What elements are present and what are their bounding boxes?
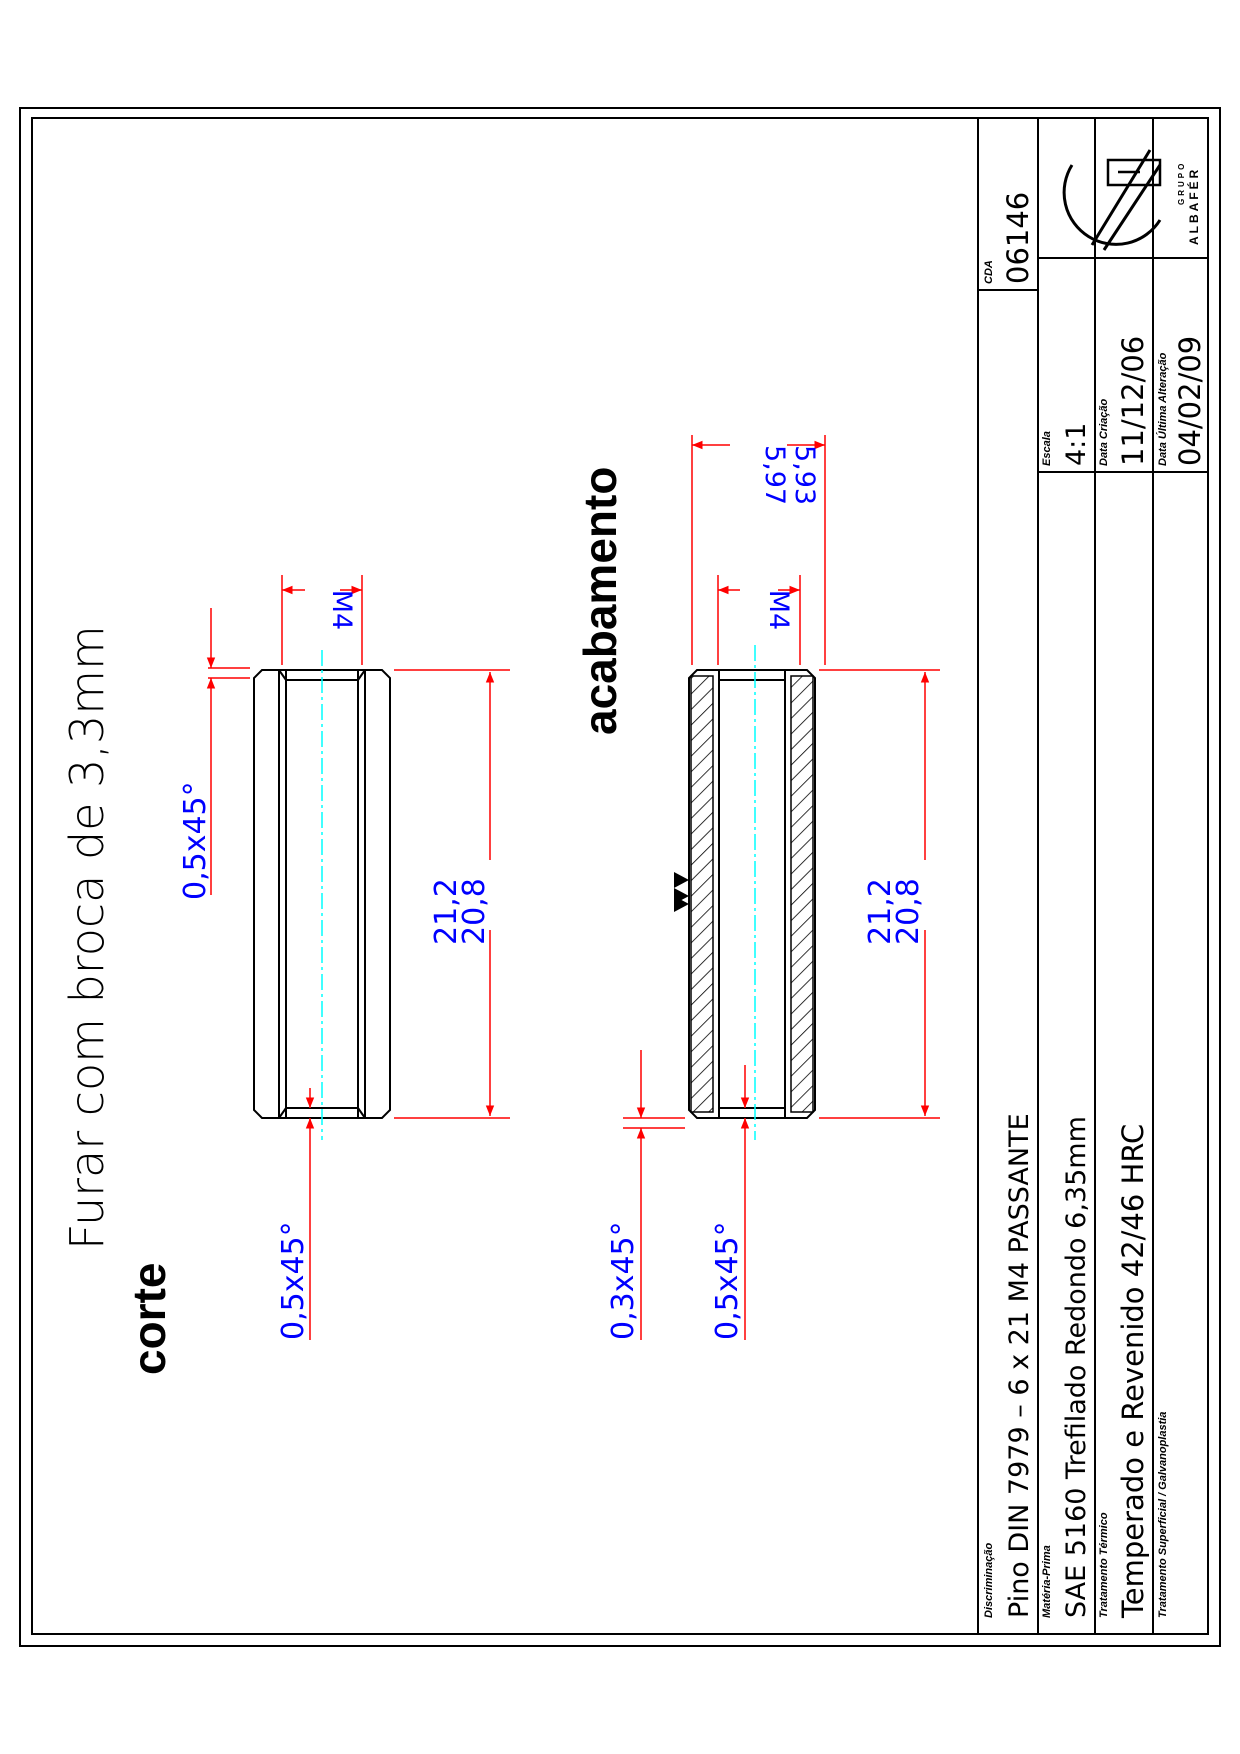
created-label: Data Criação <box>1098 398 1110 466</box>
changed-label: Data Última Alteração <box>1156 352 1169 466</box>
logo-text: ALBAFÉR <box>1186 167 1201 245</box>
sheet-outer-border <box>19 107 1221 1647</box>
finish-diameter-upper-label: 5,97 <box>759 445 790 505</box>
cut-chamfer-bottom-label: 0,5x45° <box>276 1221 311 1340</box>
cut-chamfer-top-label: 0,5x45° <box>178 781 213 900</box>
cut-length-upper-label: 21,2 <box>429 878 464 945</box>
material-label: Matéria-Prima <box>1041 1545 1053 1618</box>
finish-length-upper-label: 21,2 <box>863 878 898 945</box>
drilling-note: Furar com broca de 3,3mm <box>60 625 114 1250</box>
surface-label: Tratamento Superficial / Galvanoplastia <box>1157 1412 1169 1618</box>
finish-view-title: acabamento <box>574 467 626 735</box>
description-text: Pino DIN 7979 – 6 x 21 M4 PASSANTE <box>1004 1113 1035 1618</box>
cut-view-title: corte <box>123 1263 175 1375</box>
finish-view-dimensions <box>623 435 940 1340</box>
cut-view-part <box>253 669 391 1119</box>
changed-value: 04/02/09 <box>1173 336 1207 466</box>
created-value: 11/12/06 <box>1116 336 1150 466</box>
sheet-inner-border <box>31 117 1209 1635</box>
finish-thread-label: M4 <box>763 590 794 630</box>
finish-chamfer-inner-label: 0,5x45° <box>710 1221 745 1340</box>
scale-value: 4:1 <box>1061 423 1092 466</box>
cut-length-lower-label: 20,8 <box>457 878 492 945</box>
finish-view-part <box>688 669 816 1119</box>
finish-chamfer-outer-label: 0,3x45° <box>606 1221 641 1340</box>
title-block: Discriminação Pino DIN 7979 – 6 x 21 M4 … <box>977 118 1208 1634</box>
finish-diameter-lower-label: 5,93 <box>789 445 820 505</box>
surface-finish-symbol <box>674 872 689 912</box>
finish-wall-hatch-right <box>790 675 814 1113</box>
code-value: 06146 <box>1001 192 1035 284</box>
heat-text: Temperado e Revenido 42/46 HRC <box>1116 1124 1150 1619</box>
cut-view-dimensions <box>206 575 510 1340</box>
heat-label: Tratamento Térmico <box>1098 1512 1110 1618</box>
cut-thread-label: M4 <box>326 590 357 630</box>
logo-subtext: GRUPO <box>1177 161 1186 205</box>
code-label: CDA <box>983 260 995 284</box>
finish-length-lower-label: 20,8 <box>891 878 926 945</box>
description-label: Discriminação <box>983 1543 995 1618</box>
company-logo: GRUPO ALBAFÉR <box>1062 149 1201 251</box>
scale-label: Escala <box>1041 431 1053 466</box>
finish-wall-hatch-left <box>690 675 714 1113</box>
material-text: SAE 5160 Trefilado Redondo 6,35mm <box>1061 1116 1092 1618</box>
